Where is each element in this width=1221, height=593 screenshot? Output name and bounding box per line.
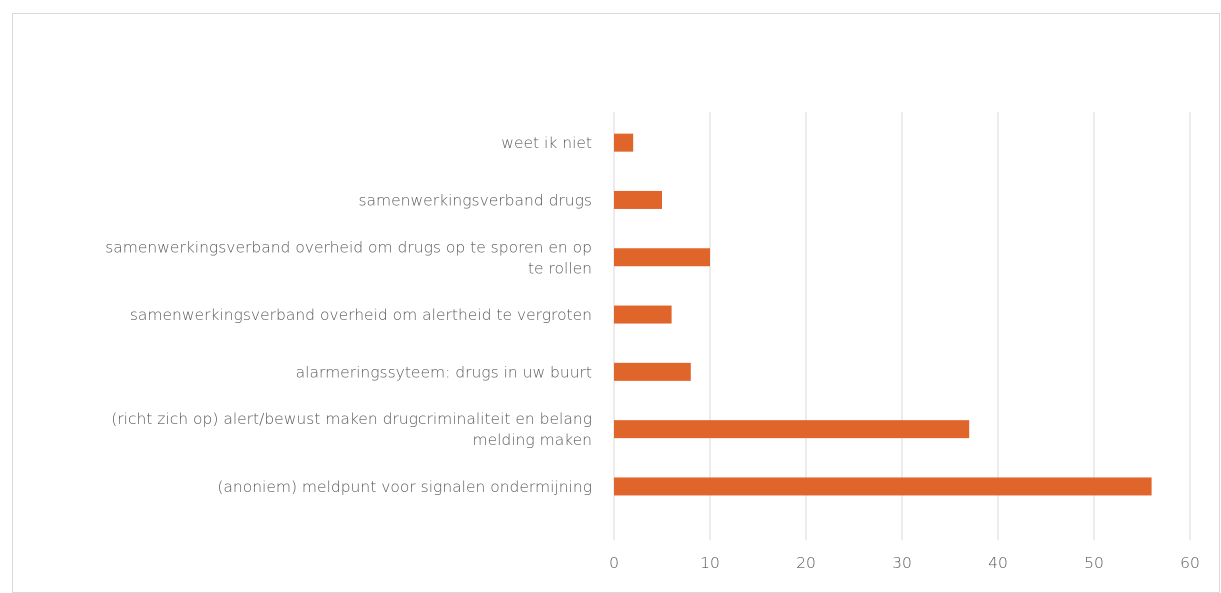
chart-frame <box>12 13 1220 593</box>
category-label-line: weet ik niet <box>501 134 592 152</box>
x-tick-label: 0 <box>609 554 619 572</box>
category-label-line: samenwerkingsverband overheid om alerthe… <box>130 306 592 324</box>
bars <box>614 133 1152 496</box>
x-tick-label: 60 <box>1180 554 1200 572</box>
category-label: (richt zich op) alert/bewust maken drugc… <box>111 410 592 449</box>
category-label-line: te rollen <box>528 259 592 277</box>
category-label: samenwerkingsverband overheid om drugs o… <box>105 238 592 277</box>
bar <box>614 133 634 152</box>
bar <box>614 305 672 324</box>
x-tick-label: 20 <box>796 554 816 572</box>
bar <box>614 248 710 267</box>
x-tick-labels: 0 10 20 30 40 50 60 <box>609 554 1200 572</box>
gridlines <box>613 112 1191 540</box>
category-label-line: samenwerkingsverband drugs <box>358 191 592 209</box>
category-label: alarmeringssyteem: drugs in uw buurt <box>296 363 592 381</box>
x-tick-label: 30 <box>892 554 912 572</box>
category-labels: weet ik niet samenwerkingsverband drugs sa… <box>105 134 592 496</box>
category-label-line: (anoniem) meldpunt voor signalen ondermi… <box>217 478 592 496</box>
bar <box>614 420 970 439</box>
bar <box>614 477 1152 496</box>
category-label-line: melding maken <box>472 431 592 449</box>
category-label: samenwerkingsverband overheid om alerthe… <box>130 306 592 324</box>
x-tick-label: 50 <box>1084 554 1104 572</box>
category-label-line: alarmeringssyteem: drugs in uw buurt <box>296 363 592 381</box>
x-tick-label: 10 <box>700 554 720 572</box>
category-label: samenwerkingsverband drugs <box>358 191 592 209</box>
category-label-line: samenwerkingsverband overheid om drugs o… <box>105 238 592 256</box>
x-tick-label: 40 <box>988 554 1008 572</box>
category-label-line: (richt zich op) alert/bewust maken drugc… <box>111 410 592 428</box>
category-label: weet ik niet <box>501 134 592 152</box>
bar <box>614 362 691 381</box>
bar <box>614 190 662 209</box>
category-label: (anoniem) meldpunt voor signalen ondermi… <box>217 478 592 496</box>
